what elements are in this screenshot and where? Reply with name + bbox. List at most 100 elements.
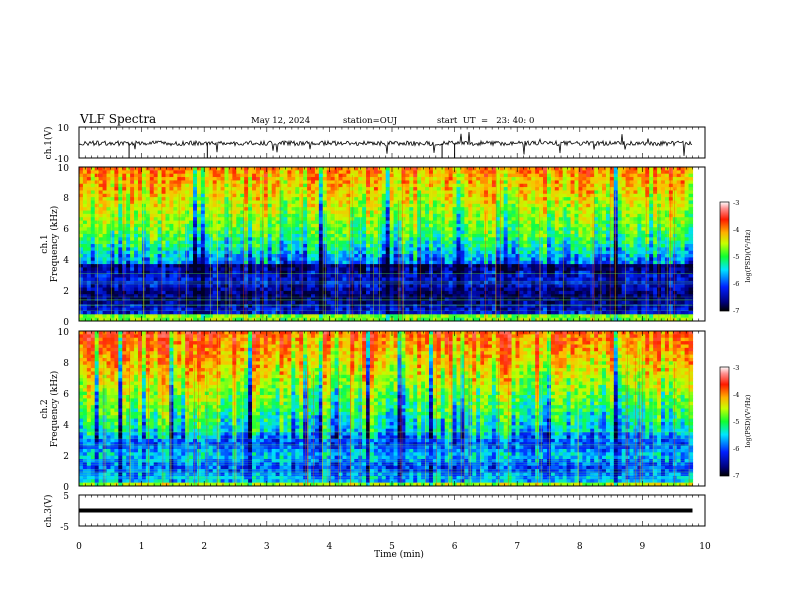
ch1-spec-cell-270 — [98, 300, 104, 305]
ch1-spec-cell-19 — [79, 230, 84, 235]
ch1-spec-cell-2796 — [314, 287, 320, 292]
ch1-spec-cell-282 — [102, 187, 108, 192]
ch1-spec-cell-2027 — [252, 177, 257, 181]
ch1-spec-cell-66 — [82, 233, 88, 238]
ch1-spec-cell-800 — [145, 227, 151, 232]
ch1-spec-cell-3381 — [366, 244, 371, 248]
ch1-spec-cell-2907 — [326, 197, 332, 202]
ch1-spec-cell-4208 — [436, 240, 442, 245]
ch1-spec-cell-4279 — [444, 170, 450, 175]
ch1-spec-cell-3793 — [401, 237, 406, 242]
ch1-spec-cell-2217 — [267, 197, 273, 202]
ch1-spec-cell-2708 — [307, 300, 312, 305]
ch1-spec-cell-901 — [153, 257, 159, 262]
ch1-spec-cell-989 — [161, 244, 167, 248]
ch1-spec-cell-4722 — [480, 267, 485, 272]
ch1-spec-cell-2801 — [314, 304, 320, 309]
ch1-spec-cell-2318 — [275, 227, 281, 232]
ch1-spec-cell-2642 — [303, 233, 308, 238]
ch1-spec-cell-814 — [145, 274, 151, 279]
ch1-spec-cell-2977 — [330, 277, 336, 282]
ch1-spec-cell-4956 — [499, 280, 505, 285]
ch1-spec-cell-1568 — [212, 180, 218, 185]
ch1-spec-cell-2309 — [275, 197, 281, 202]
ch1-spec-cell-3400 — [366, 307, 371, 312]
ch1-spec-cell-1638 — [216, 260, 222, 265]
ch1-spec-cell-2908 — [326, 200, 332, 205]
ch1-spec-cell-4207 — [436, 237, 442, 242]
ch1-spec-cell-4145 — [432, 183, 438, 188]
ch1-spec-cell-1367 — [193, 277, 198, 282]
ch1-spec-cell-4185 — [432, 317, 438, 321]
ch1-spec-cell-1017 — [165, 183, 171, 188]
ch1-spec-cell-2888 — [322, 287, 328, 292]
ch1-spec-cell-17 — [79, 223, 84, 228]
ch1-spec-cell-995 — [161, 264, 167, 269]
ch1-spec-cell-3830 — [405, 207, 410, 212]
ch1-spec-cell-1735 — [224, 277, 230, 282]
ch1-spec-cell-848 — [149, 233, 155, 238]
ch1-spec-cell-3148 — [346, 233, 351, 238]
ch1-spec-cell-260 — [98, 267, 104, 272]
ch1-spec-cell-297 — [102, 237, 108, 242]
ch1-spec-cell-3220 — [354, 167, 359, 171]
ch1-spec-cell-69 — [82, 244, 88, 248]
ch1-spec-cell-2407 — [283, 217, 289, 222]
ch1-spec-cell-3102 — [342, 233, 348, 238]
ch1-spec-cell-465 — [118, 183, 123, 188]
ch1-spec-cell-3065 — [338, 264, 344, 269]
ch1-spec-cell-2586 — [299, 200, 304, 205]
ch1-spec-cell-2771 — [314, 203, 320, 208]
ch1-spec-cell-83 — [82, 290, 88, 295]
ch1-spec-cell-3244 — [354, 247, 359, 252]
ch1-spec-cell-1618 — [216, 193, 222, 198]
ch1-spec-cell-3590 — [385, 173, 391, 178]
ch1-spec-cell-1484 — [204, 207, 210, 212]
ch1-spec-cell-1767 — [228, 230, 233, 235]
ch1-spec-cell-149 — [90, 203, 96, 208]
ch1-spec-cell-1430 — [200, 180, 206, 185]
ch1-spec-cell-3585 — [381, 310, 387, 315]
ch1-spec-cell-1320 — [189, 274, 194, 279]
ch1-spec-cell-4663 — [476, 223, 481, 228]
ch1-spec-cell-857 — [149, 264, 155, 269]
ch1-spec-cell-2105 — [255, 284, 261, 289]
ch1-spec-cell-2516 — [291, 274, 296, 279]
ch1-spec-cell-3337 — [362, 250, 367, 255]
ch1-spec-cell-3888 — [409, 247, 414, 252]
ch1-spec-cell-2889 — [322, 290, 328, 295]
ch1-spec-cell-3894 — [409, 267, 414, 272]
ch1-spec-cell-3596 — [385, 193, 391, 198]
ch1-spec-cell-310 — [102, 280, 108, 285]
ch1-spec-cell-3206 — [350, 274, 355, 279]
ch1-spec-cell-3680 — [393, 167, 399, 171]
ch1-spec-cell-4513 — [464, 183, 469, 188]
ch1-spec-cell-4154 — [432, 213, 438, 218]
ch1-spec-cell-3844 — [405, 254, 410, 258]
ch1-spec-cell-1071 — [169, 210, 174, 215]
ch1-spec-cell-3860 — [405, 307, 410, 312]
ch1-spec-cell-3851 — [405, 277, 410, 282]
ch1-spec-cell-2135 — [259, 230, 265, 235]
ch1-spec-cell-2876 — [322, 247, 328, 252]
ch1-spec-cell-3593 — [385, 183, 391, 188]
ch1-spec-cell-4037 — [421, 284, 426, 289]
ch1-spec-cell-2439 — [287, 170, 292, 175]
ch1-spec-cell-1473 — [204, 170, 210, 175]
ch1-spec-cell-1717 — [224, 217, 230, 222]
ch1-spec-cell-1703 — [224, 170, 230, 175]
ch1-spec-cell-3179 — [350, 183, 355, 188]
ch1-spec-cell-618 — [130, 233, 135, 238]
ch1-spec-cell-219 — [94, 284, 100, 289]
ch1-spec-cell-4397 — [452, 257, 458, 262]
ch1-spec-cell-1335 — [193, 170, 198, 175]
ch1-spec-cell-2385 — [279, 297, 285, 302]
ch1-spec-cell-2736 — [311, 240, 316, 245]
ch1-spec-cell-3180 — [350, 187, 355, 192]
ch1-spec-cell-3561 — [381, 230, 387, 235]
ch1-spec-cell-981 — [161, 217, 167, 222]
ch1-spec-cell-2697 — [307, 264, 312, 269]
ch1-spec-cell-305 — [102, 264, 108, 269]
ch1-spec-cell-3420 — [370, 220, 375, 225]
ch1-spec-cell-356 — [106, 280, 112, 285]
